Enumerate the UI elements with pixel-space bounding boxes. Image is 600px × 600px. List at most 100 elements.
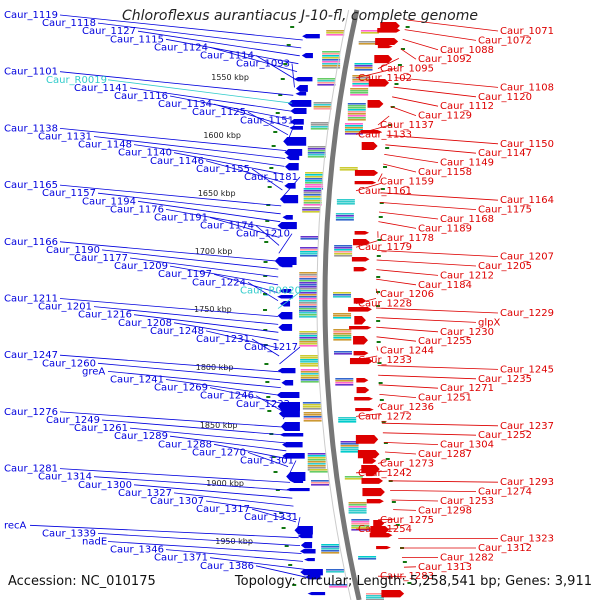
left-leader-line <box>205 330 279 349</box>
stripe-feature <box>335 219 354 221</box>
left-leader-line <box>129 87 292 112</box>
stripe-feature <box>358 41 377 43</box>
right-leader-line <box>376 317 477 323</box>
stripe-feature <box>360 30 379 32</box>
right-strand-feature <box>357 450 380 459</box>
stripe-feature <box>347 105 366 107</box>
left-gene-label: Caur_1127 <box>82 26 136 37</box>
left-leader-line <box>93 476 292 491</box>
stripe-feature <box>321 544 340 546</box>
green-tick <box>264 363 269 365</box>
stripe-feature <box>307 461 326 463</box>
right-strand-feature <box>353 267 368 272</box>
stripe-feature <box>299 272 318 274</box>
left-gene-label: Caur_1371 <box>154 553 208 564</box>
green-tick <box>273 471 278 473</box>
stripe-feature <box>310 126 329 128</box>
left-strand-feature <box>290 119 304 125</box>
right-leader-line <box>388 480 499 483</box>
stripe-feature <box>303 204 322 206</box>
stripe-feature <box>299 282 318 284</box>
left-gene-label: Caur_1125 <box>192 107 246 118</box>
stripe-feature <box>299 288 318 290</box>
stripe-feature <box>299 290 318 292</box>
right-gene-label: Caur_1298 <box>418 505 472 516</box>
left-strand-feature <box>284 149 303 156</box>
stripe-feature <box>303 416 322 418</box>
right-gene-label: Caur_1274 <box>478 487 532 498</box>
left-leader-line <box>209 217 280 238</box>
stripe-feature <box>299 335 318 337</box>
left-leader-line <box>251 508 297 523</box>
stripe-feature <box>303 194 322 196</box>
left-strand-feature <box>303 558 315 562</box>
left-gene-label: Caur_1301 <box>240 456 294 467</box>
stripe-feature <box>299 292 318 294</box>
right-gene-label: Caur_1178 <box>380 233 434 244</box>
stripe-feature <box>307 156 326 158</box>
stripe-feature <box>299 274 318 276</box>
stripe-feature <box>344 476 363 478</box>
stripe-feature <box>333 315 352 317</box>
left-gene-label: Caur_1248 <box>150 326 204 337</box>
kbp-tick-label: 1550 kbp <box>211 73 249 82</box>
left-gene-label: recA <box>4 520 27 531</box>
stripe-feature <box>321 546 340 548</box>
right-strand-feature <box>354 316 366 325</box>
stripe-feature <box>347 113 366 115</box>
stripe-feature <box>299 284 318 286</box>
stripe-feature <box>340 451 359 453</box>
stripe-feature <box>317 82 336 84</box>
stripe-feature <box>303 418 322 420</box>
stripe-feature <box>303 414 322 416</box>
left-leader-line <box>59 354 280 373</box>
stripe-feature <box>303 420 322 422</box>
stripe-feature <box>307 459 326 461</box>
green-tick <box>275 489 280 491</box>
stripe-feature <box>317 84 336 86</box>
stripe-feature <box>299 278 318 280</box>
right-gene-label: Caur_1230 <box>440 327 494 338</box>
stripe-feature <box>358 558 377 560</box>
right-strand-feature <box>361 478 383 484</box>
right-leader-line <box>378 384 439 389</box>
stripe-feature <box>300 355 319 357</box>
right-leader-line <box>391 499 439 502</box>
green-tick <box>405 26 410 28</box>
right-gene-label: Caur_1304 <box>440 440 494 451</box>
right-gene-label: Caur_1095 <box>380 64 434 75</box>
stripe-feature <box>321 550 340 552</box>
right-strand-feature <box>377 28 401 33</box>
right-leader-line <box>377 403 381 408</box>
green-tick <box>377 362 382 364</box>
stripe-feature <box>300 247 319 249</box>
right-strand-feature <box>355 435 379 444</box>
stripe-feature <box>344 478 363 480</box>
green-tick <box>280 78 285 80</box>
right-leader-line <box>377 461 387 464</box>
green-tick <box>378 382 383 384</box>
stripe-feature <box>347 103 366 105</box>
left-gene-label: Caur_1166 <box>4 237 58 248</box>
left-leader-line <box>59 298 279 317</box>
right-leader-line <box>377 575 407 578</box>
green-tick <box>376 291 381 293</box>
stripe-feature <box>338 417 357 419</box>
left-strand-feature <box>277 402 300 411</box>
right-strand-feature <box>368 79 390 87</box>
left-leader-line <box>209 387 282 404</box>
right-gene-label: Caur_1275 <box>380 515 434 526</box>
left-strand-feature <box>300 542 313 549</box>
left-leader-line <box>213 443 288 460</box>
stripe-feature <box>299 314 318 316</box>
green-tick <box>401 48 406 50</box>
left-gene-label: Caur_1317 <box>196 504 250 515</box>
left-strand-feature <box>278 264 293 268</box>
right-strand-feature <box>349 326 372 330</box>
stripe-feature <box>333 335 352 337</box>
stripe-feature <box>333 331 352 333</box>
stripe-feature <box>347 119 366 121</box>
stripe-feature <box>335 213 354 215</box>
left-leader-line <box>251 338 280 357</box>
left-gene-label: greA <box>82 366 105 377</box>
